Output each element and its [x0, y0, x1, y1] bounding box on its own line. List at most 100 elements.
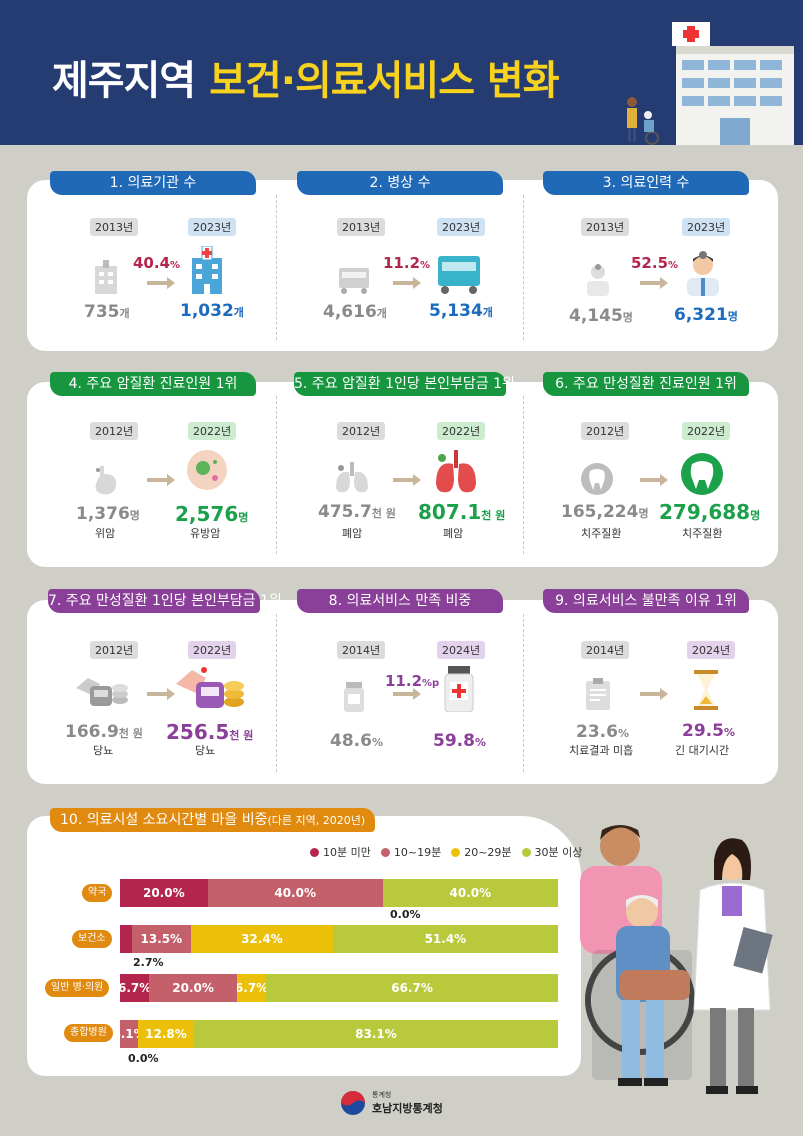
disease-before: 치주질환 [581, 527, 622, 540]
data-label: 6.7% [120, 981, 150, 995]
glucose-meter-icon [76, 678, 128, 706]
value-before: 165,224명 [561, 502, 649, 522]
medicine-bottle-icon [344, 682, 364, 712]
section-1-label: 1. 의료기관 수 [50, 171, 256, 195]
lungs-icon [436, 450, 476, 493]
year-right: 2024년 [687, 641, 736, 659]
hospital-bed-icon [339, 268, 369, 294]
value-before: 1,376명 [76, 504, 140, 524]
glucose-meter-icon [176, 667, 244, 708]
value-before: 48.6% [330, 731, 383, 751]
arrow-right-icon [147, 474, 175, 486]
segment-under-10min [120, 925, 132, 953]
header-banner: 제주지역 보건·의료서비스 변화 [0, 0, 803, 145]
footer-agency-small: 통계청 [372, 1091, 392, 1099]
data-label: 40.0% [449, 886, 492, 900]
legend-label: 10분 미만 [323, 846, 371, 859]
chart-title: 10. 의료시설 소요시간별 마을 비중(다른 지역, 2020년) [50, 808, 376, 832]
year-right: 2022년 [188, 641, 237, 659]
arrow-right-icon [640, 688, 668, 700]
footer-logo: 통계청 호남지방통계청 [340, 1090, 443, 1116]
lungs-icon [336, 462, 368, 493]
data-label: 66.7% [391, 981, 433, 995]
disease-after: 치주질환 [682, 527, 723, 540]
value-after: 256.5천 원 [166, 720, 254, 744]
change-percent: 11.2% [383, 254, 431, 272]
value-before: 4,145명 [569, 306, 633, 326]
segment-30min-plus: 40.0% [382, 879, 558, 907]
hourglass-icon [694, 670, 718, 710]
disease-after: 폐암 [443, 527, 464, 540]
data-label: 20.0% [142, 886, 185, 900]
arrow-right-icon [393, 474, 421, 486]
segment-under-10min: 6.7% [120, 974, 150, 1002]
arrow-right-icon [393, 688, 421, 700]
card-row1 [27, 180, 778, 351]
value-after: 279,688명 [659, 500, 761, 524]
legend-label: 30분 이상 [534, 846, 583, 859]
value-after: 5,134개 [429, 301, 493, 321]
value-before: 4,616개 [323, 302, 387, 322]
hospital-bed-icon [438, 256, 480, 294]
bar-row: 13.5% 32.4% 51.4% [120, 925, 558, 953]
clinic-building-icon [95, 260, 117, 294]
year-left: 2013년 [90, 218, 139, 236]
segment-20-29min: 12.8% [137, 1020, 195, 1048]
divider [276, 396, 277, 554]
value-after: 29.5% [682, 721, 735, 741]
change-percent: 40.4% [133, 254, 181, 272]
year-right: 2022년 [437, 422, 486, 440]
footer-agency: 호남지방통계청 [372, 1102, 443, 1115]
data-label-outside: 0.0% [128, 1052, 159, 1065]
section-8-label: 8. 의료서비스 만족 비중 [297, 589, 503, 613]
arrow-right-icon [147, 277, 175, 289]
arrow-right-icon [393, 277, 421, 289]
value-before: 475.7천 원 [318, 502, 396, 522]
category-label: 일반 병·의원 [45, 979, 110, 997]
divider [523, 396, 524, 554]
arrow-right-icon [640, 277, 668, 289]
year-left: 2012년 [90, 641, 139, 659]
year-right: 2022년 [188, 422, 237, 440]
data-label: 40.0% [274, 886, 316, 900]
segment-10-19min: 13.5% [131, 925, 191, 953]
clipboard-icon [586, 678, 610, 710]
legend-swatch [310, 847, 319, 857]
segment-10-19min: 4.1% [120, 1020, 138, 1048]
card-row2 [27, 382, 778, 567]
segment-30min-plus: 83.1% [194, 1020, 558, 1048]
category-label: 보건소 [72, 930, 112, 948]
segment-30min-plus: 66.7% [266, 974, 558, 1002]
tooth-icon [681, 453, 723, 495]
data-label-outside: 0.0% [390, 908, 421, 921]
divider [276, 614, 277, 772]
disease-after: 당뇨 [195, 744, 216, 757]
value-after: 6,321명 [674, 305, 738, 325]
change-percent: 11.2%p [385, 672, 440, 690]
chart-legend: 10분 미만 10~19분 20~29분 30분 이상 [310, 844, 582, 860]
value-before: 23.6% [576, 722, 629, 742]
year-right: 2024년 [437, 641, 486, 659]
breast-cancer-icon [187, 450, 227, 490]
segment-10-19min: 40.0% [207, 879, 383, 907]
section-6-label: 6. 주요 만성질환 진료인원 1위 [543, 372, 749, 396]
section-7-label: 7. 주요 만성질환 1인당 본인부담금 1위 [48, 589, 282, 613]
disease-after: 유방암 [190, 527, 221, 540]
data-label: 6.7% [236, 981, 267, 995]
doctor-icon [587, 264, 609, 296]
data-label: 51.4% [424, 932, 467, 946]
section-3-label: 3. 의료인력 수 [543, 171, 749, 195]
category-label: 종합병원 [64, 1024, 113, 1042]
section-9-label: 9. 의료서비스 불만족 이유 1위 [543, 589, 749, 613]
data-label: 20.0% [172, 981, 214, 995]
category-label: 약국 [82, 884, 113, 902]
value-before: 735개 [84, 302, 130, 322]
bar-row: 20.0% 40.0% 40.0% [120, 879, 558, 907]
medicine-bottle-icon [444, 666, 474, 712]
tooth-icon [581, 463, 613, 495]
section-5-label: 5. 주요 암질환 1인당 본인부담금 1위 [294, 372, 515, 396]
year-left: 2012년 [90, 422, 139, 440]
hospital-illustration [627, 22, 794, 145]
value-after: 1,032개 [180, 301, 244, 321]
year-left: 2012년 [337, 422, 386, 440]
